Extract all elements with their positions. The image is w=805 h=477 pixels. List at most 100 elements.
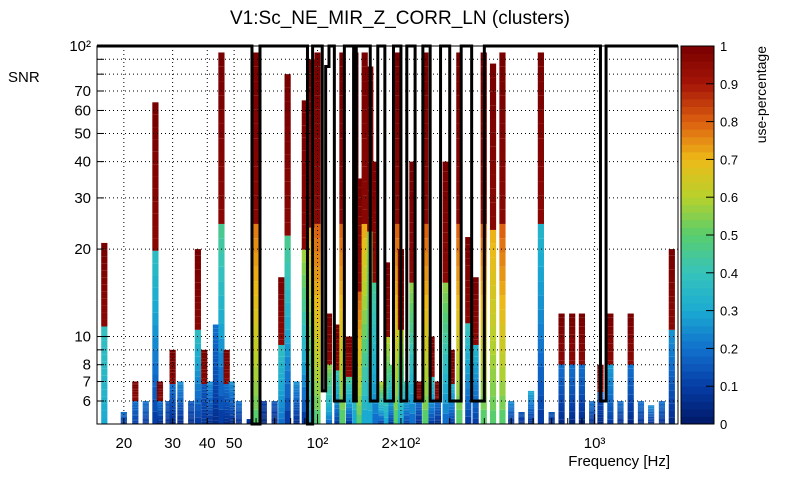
heatmap-cell <box>188 416 195 418</box>
heatmap-cell <box>132 414 139 416</box>
heatmap-cell <box>284 154 291 169</box>
heatmap-cell <box>284 181 291 196</box>
heatmap-cell <box>223 355 230 359</box>
heatmap-cell <box>361 166 368 182</box>
heatmap-cell <box>428 407 435 411</box>
heatmap-cell <box>314 252 321 267</box>
heatmap-cell <box>120 415 127 416</box>
heatmap-cell <box>278 282 285 289</box>
heatmap-cell <box>558 385 565 391</box>
heatmap-cell <box>569 381 576 386</box>
heatmap-cell <box>415 397 422 400</box>
heatmap-cell <box>101 263 108 271</box>
heatmap-cell <box>223 378 230 382</box>
heatmap-cell <box>152 188 159 202</box>
heatmap-cell <box>499 338 506 353</box>
heatmap-cell <box>372 232 379 243</box>
heatmap-cell <box>607 385 614 391</box>
heatmap-column <box>627 313 634 424</box>
heatmap-cell <box>537 123 544 139</box>
heatmap-cell <box>201 406 208 410</box>
heatmap-cell <box>465 344 472 353</box>
heatmap-cell <box>372 252 379 263</box>
heatmap-cell <box>415 388 422 390</box>
heatmap-cell <box>465 237 472 245</box>
colorbar-tick-label: 0.8 <box>720 115 738 130</box>
heatmap-cell <box>472 378 479 385</box>
heatmap-cell <box>393 81 400 96</box>
heatmap-cell <box>569 415 576 420</box>
heatmap-cell <box>293 383 300 385</box>
heatmap-cell <box>528 411 535 413</box>
heatmap-cell <box>132 391 139 393</box>
heatmap-cell <box>252 352 260 367</box>
heatmap-cell <box>528 420 535 422</box>
heatmap-cell <box>142 409 149 411</box>
heatmap-cell <box>569 407 576 412</box>
heatmap-cell <box>415 396 422 398</box>
heatmap-cell <box>132 399 139 402</box>
heatmap-cell <box>284 356 291 371</box>
heatmap-cell <box>194 329 201 337</box>
heatmap-cell <box>456 81 463 96</box>
heatmap-cell <box>569 326 576 331</box>
heatmap-cell <box>383 386 390 393</box>
heatmap-cell <box>548 417 555 418</box>
heatmap-cell <box>528 413 535 416</box>
heatmap-cell <box>260 415 267 417</box>
x-tick-label: 10² <box>307 435 329 452</box>
heatmap-cell <box>271 402 278 404</box>
heatmap-cell <box>648 421 655 422</box>
heatmap-cell <box>165 407 172 409</box>
heatmap-cell <box>142 408 149 409</box>
heatmap-cell <box>393 138 400 153</box>
heatmap-cell <box>339 295 346 310</box>
heatmap-cell <box>627 334 634 340</box>
heatmap-cell <box>339 195 346 210</box>
heatmap-cell <box>372 333 379 344</box>
heatmap-cell <box>218 181 225 196</box>
heatmap-cell <box>537 81 544 96</box>
heatmap-column <box>648 405 655 424</box>
heatmap-cell <box>356 225 363 236</box>
heatmap-cell <box>235 419 242 421</box>
heatmap-cell <box>142 422 149 424</box>
y-tick-label: 10 <box>74 329 91 346</box>
heatmap-cell <box>235 415 242 417</box>
heatmap-cell <box>278 384 285 391</box>
heatmap-cell <box>260 407 267 409</box>
heatmap-cell <box>152 201 159 214</box>
heatmap-cell <box>378 402 385 405</box>
heatmap-cell <box>334 420 341 424</box>
heatmap-cell <box>169 395 176 399</box>
heatmap-cell <box>188 411 195 413</box>
colorbar-step <box>681 53 714 62</box>
heatmap-cell <box>152 386 159 400</box>
heatmap-cell <box>101 291 108 299</box>
heatmap-cell <box>508 409 515 411</box>
heatmap-cell <box>637 407 645 409</box>
heatmap-cell <box>201 401 208 405</box>
heatmap-column <box>260 400 267 424</box>
heatmap-cell <box>356 272 363 283</box>
heatmap-cell <box>465 265 472 273</box>
heatmap-cell <box>356 254 363 264</box>
heatmap-cell <box>409 171 416 182</box>
heatmap-cell <box>648 405 655 407</box>
heatmap-cell <box>442 383 449 394</box>
heatmap-cell <box>156 404 164 407</box>
heatmap-cell <box>637 406 645 408</box>
heatmap-cell <box>207 420 214 423</box>
x-tick-label: 2×10² <box>382 435 421 452</box>
heatmap-cell <box>448 369 455 373</box>
heatmap-cell <box>165 412 172 414</box>
heatmap-cell <box>188 412 195 414</box>
heatmap-cell <box>345 366 353 371</box>
heatmap-cell <box>472 294 479 300</box>
heatmap-cell <box>518 417 525 419</box>
heatmap-cell <box>223 372 230 376</box>
heatmap-cell <box>325 390 333 395</box>
heatmap-cell <box>156 407 164 410</box>
heatmap-cell <box>607 360 614 365</box>
heatmap-cell <box>356 206 363 217</box>
